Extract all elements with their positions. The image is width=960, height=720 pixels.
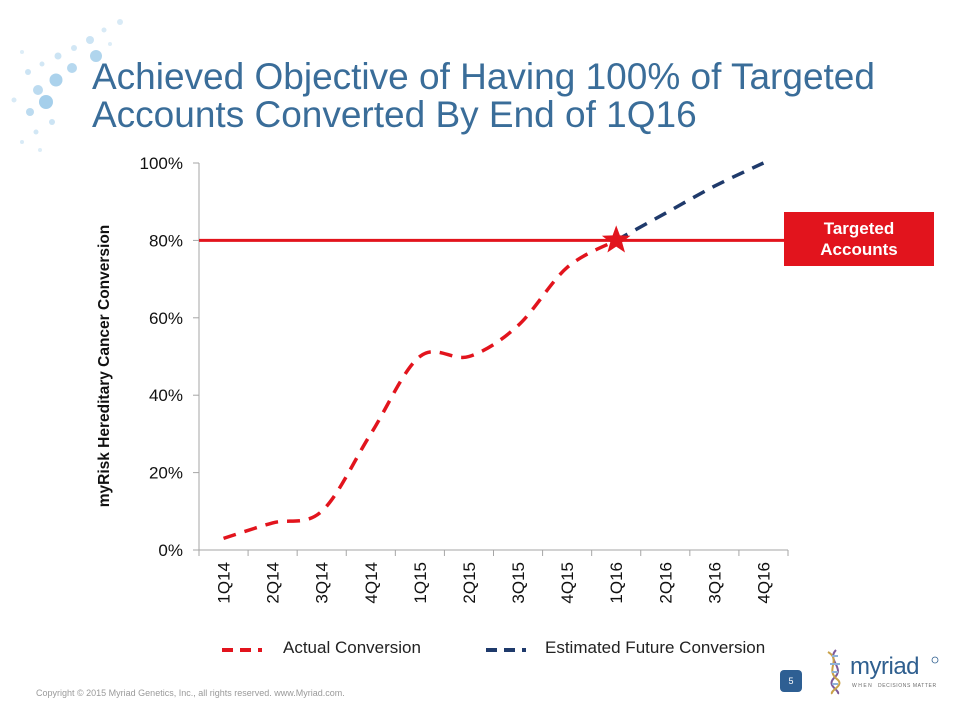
callout-line-1: Targeted	[823, 219, 895, 238]
legend-label-estimated: Estimated Future Conversion	[545, 638, 766, 657]
y-tick-label: 60%	[149, 309, 183, 328]
series-group	[223, 161, 765, 541]
y-tick-label: 40%	[149, 386, 183, 405]
decorative-dots-graphic	[11, 19, 123, 152]
y-tick-label: 0%	[158, 541, 183, 560]
x-tick-label: 3Q14	[313, 562, 332, 604]
x-tick-label: 1Q15	[411, 562, 430, 604]
targeted-accounts-callout: Targeted Accounts	[784, 212, 934, 266]
callout-line-2: Accounts	[820, 240, 898, 259]
x-tick-label: 1Q14	[215, 562, 234, 604]
registered-mark-icon	[931, 656, 939, 664]
logo-tagline-matter: DECISIONS MATTER	[878, 683, 937, 689]
page-number-badge: 5	[780, 670, 802, 692]
y-tick-label: 100%	[140, 154, 183, 173]
y-axis: 0% 20% 40% 60% 80% 100%	[140, 154, 200, 560]
x-tick-label: 4Q15	[558, 562, 577, 604]
y-axis-title: myRisk Hereditary Cancer Conversion	[96, 225, 113, 508]
slide-title: Achieved Objective of Having 100% of Tar…	[92, 58, 912, 134]
y-tick-label: 20%	[149, 464, 183, 483]
series-line-estimated	[615, 161, 765, 242]
x-axis: 1Q14 2Q14 3Q14 4Q14 1Q15 2Q15 3Q15 4Q15 1Q16 2Q16…	[198, 549, 789, 604]
x-tick-label: 1Q16	[607, 562, 626, 604]
slide-title-line-1: Achieved Objective of Having 100% of Tar…	[92, 56, 875, 97]
series-line-actual	[223, 238, 618, 541]
x-tick-label: 2Q16	[656, 562, 675, 604]
dna-helix-icon	[827, 649, 841, 695]
x-tick-label: 4Q14	[362, 562, 381, 604]
x-tick-label: 2Q15	[460, 562, 479, 604]
copyright-footer: Copyright © 2015 Myriad Genetics, Inc., …	[36, 688, 345, 698]
x-tick-label: 3Q16	[705, 562, 724, 604]
slide-title-line-2: Accounts Converted By End of 1Q16	[92, 94, 697, 135]
y-tick-label: 80%	[149, 231, 183, 250]
star-marker	[601, 225, 631, 253]
legend-label-actual: Actual Conversion	[283, 638, 421, 657]
logo-tagline-when: WHEN	[852, 683, 873, 689]
logo-wordmark: myriad	[850, 653, 919, 680]
x-tick-label: 2Q14	[264, 562, 283, 604]
x-tick-label: 3Q15	[509, 562, 528, 604]
myriad-logo: myriad WHEN DECISIONS MATTER	[827, 649, 939, 695]
x-tick-label: 4Q16	[754, 562, 773, 604]
